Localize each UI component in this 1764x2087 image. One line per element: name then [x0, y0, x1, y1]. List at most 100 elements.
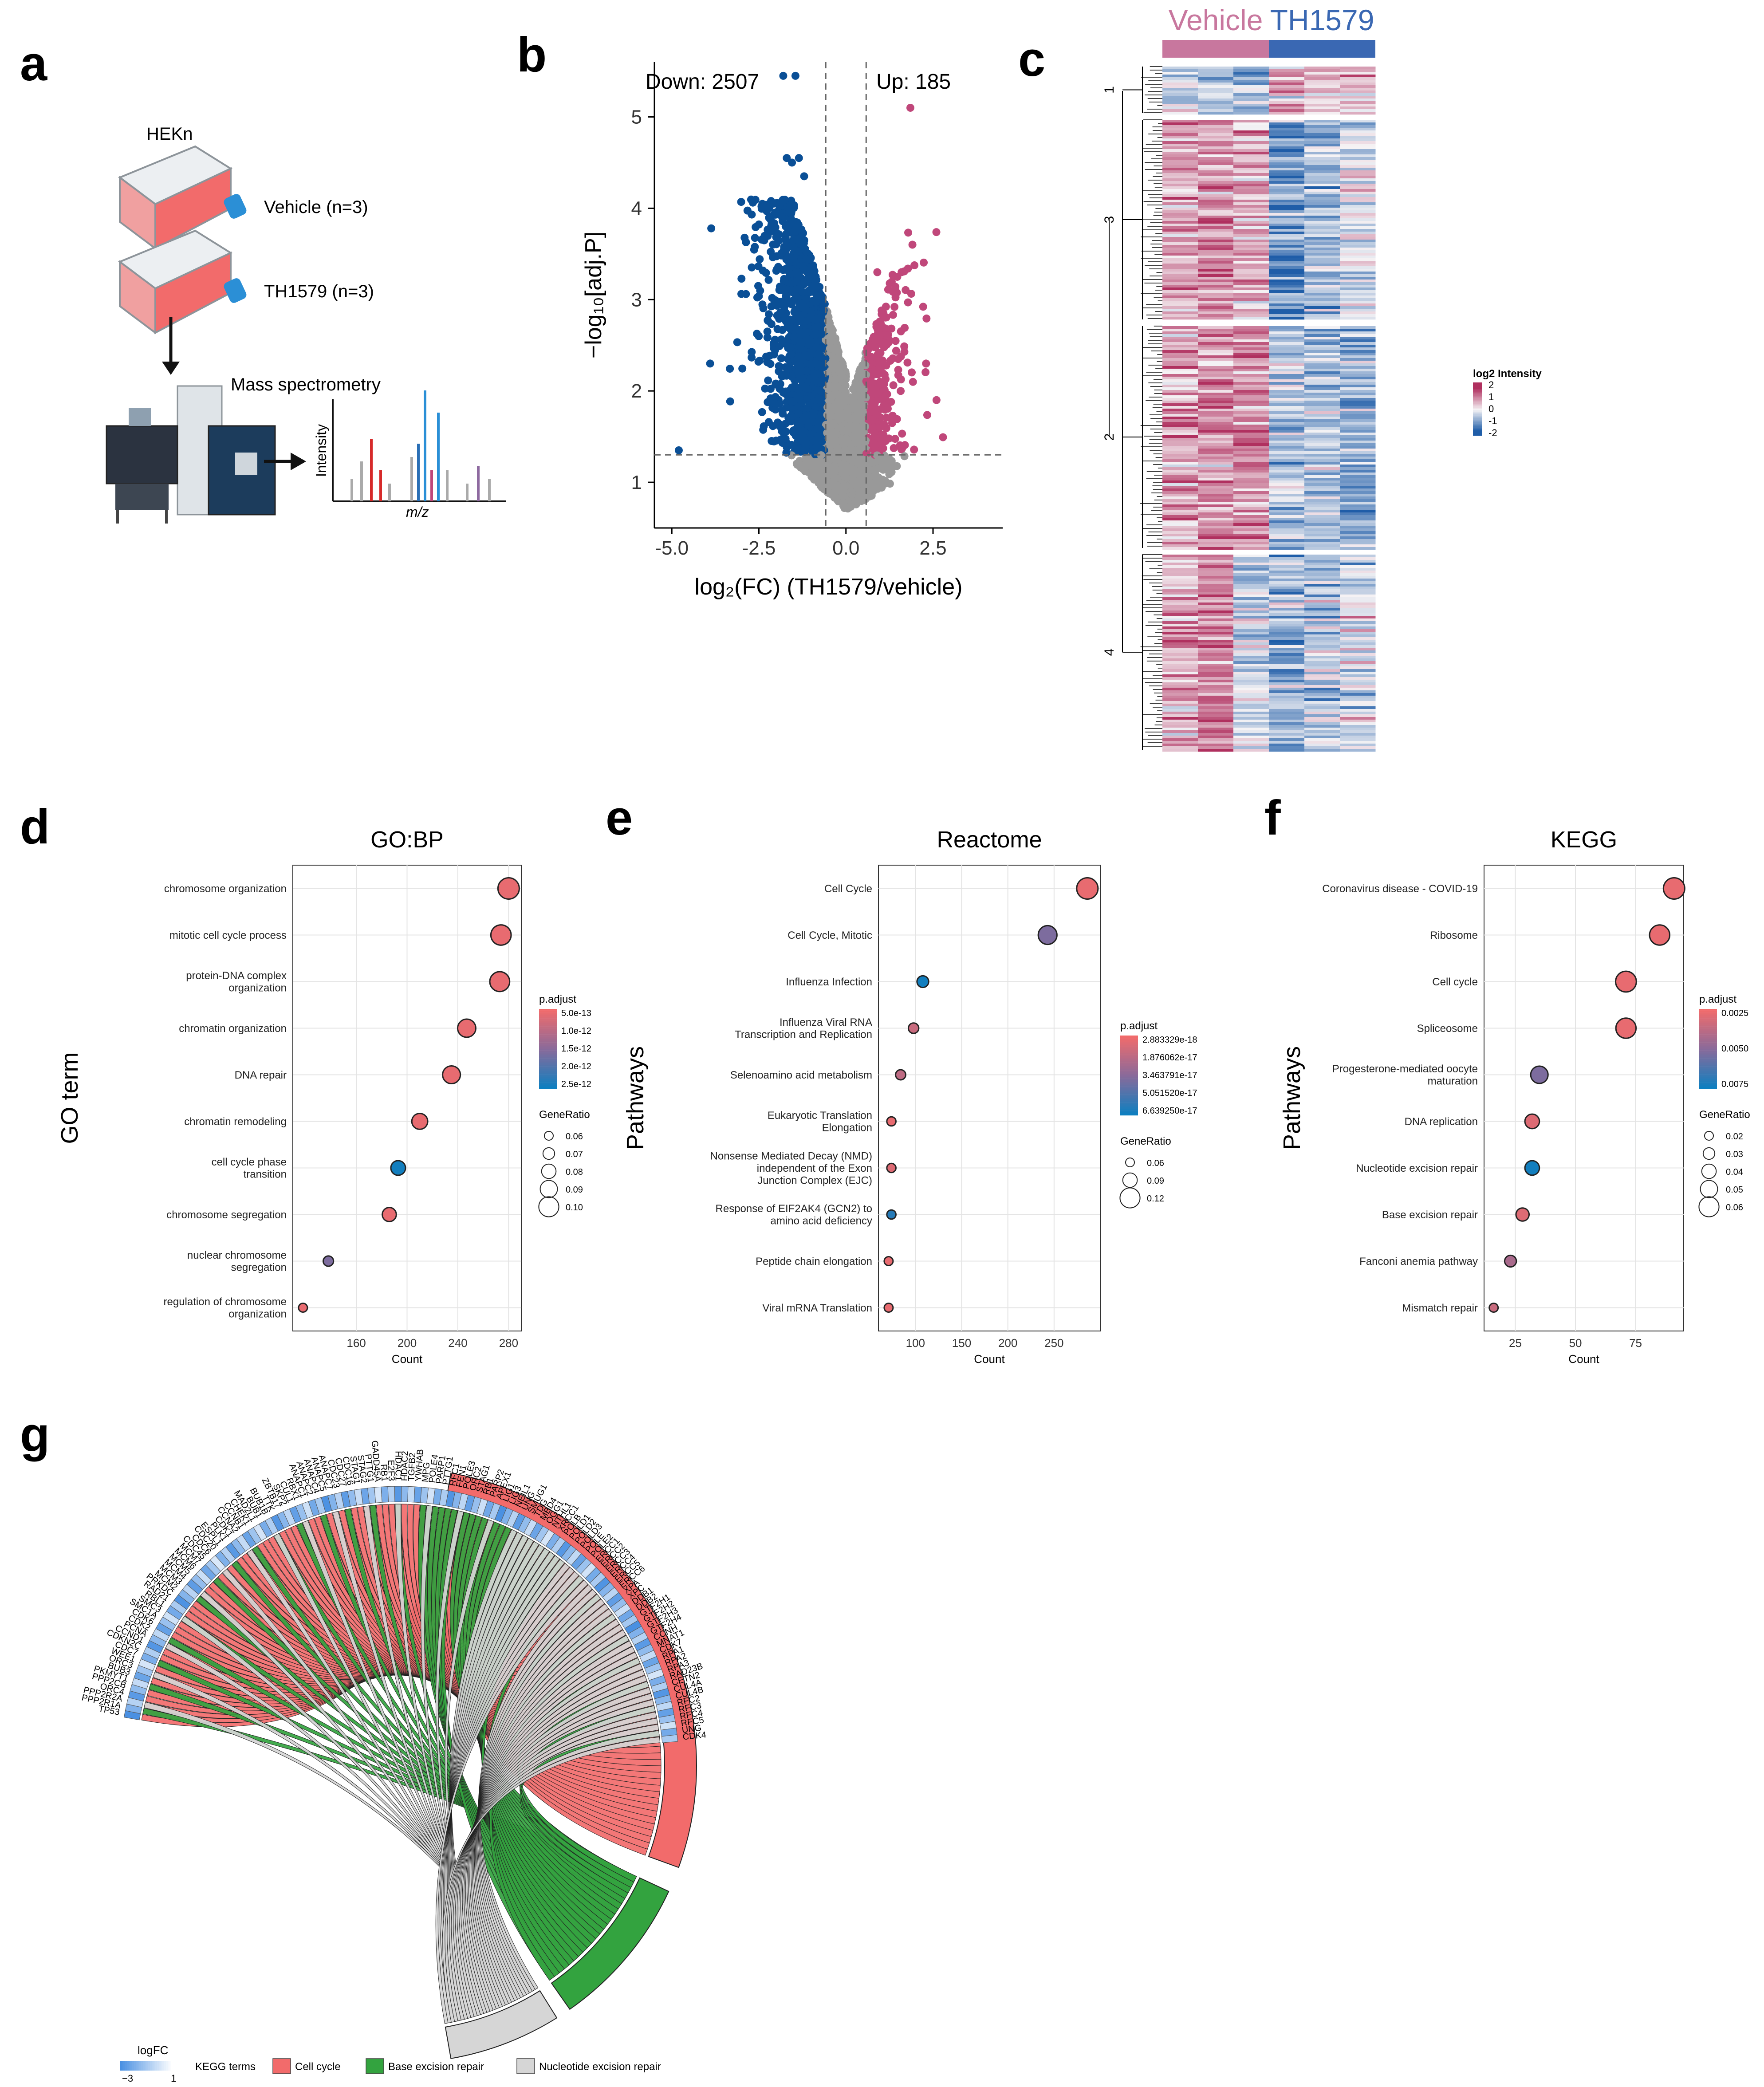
heatmap-cell [1198, 693, 1234, 696]
heatmap-cell [1198, 486, 1234, 489]
heatmap-cell [1198, 401, 1234, 404]
heatmap-cell [1198, 264, 1234, 267]
volcano-point [793, 461, 801, 469]
heatmap-cell [1269, 377, 1305, 380]
volcano-point [785, 205, 793, 213]
heatmap-cell [1198, 393, 1234, 396]
heatmap-cell [1304, 610, 1340, 614]
volcano-point [807, 347, 816, 356]
heatmap-cell [1162, 379, 1198, 382]
heatmap-cell [1340, 165, 1376, 168]
volcano-point [901, 323, 909, 332]
heatmap-cell [1233, 685, 1269, 688]
heatmap-cell [1233, 714, 1269, 717]
heatmap-cell [1340, 669, 1376, 672]
heatmap-cell [1233, 672, 1269, 675]
volcano-point [833, 354, 842, 362]
heatmap-cell [1340, 446, 1376, 449]
volcano-point [921, 368, 930, 376]
heatmap-cell [1269, 67, 1305, 70]
heatmap-cell [1269, 637, 1305, 640]
volcano-point [869, 439, 877, 447]
heatmap-cell [1340, 488, 1376, 492]
heatmap-cell [1304, 515, 1340, 518]
heatmap-cell [1269, 433, 1305, 436]
heatmap-cell [1304, 104, 1340, 107]
volcano-point [891, 435, 899, 443]
volcano-point [851, 429, 860, 437]
heatmap-cell [1162, 573, 1198, 576]
heatmap-cell [1304, 669, 1340, 672]
heatmap-cell [1233, 520, 1269, 524]
heatmap-cell [1269, 101, 1305, 104]
heatmap-cell [1233, 581, 1269, 584]
heatmap-cell [1162, 443, 1198, 446]
heatmap-cell [1269, 345, 1305, 348]
heatmap-cell [1162, 93, 1198, 96]
heatmap-cell [1162, 253, 1198, 256]
heatmap-cell [1233, 379, 1269, 382]
heatmap-cell [1162, 314, 1198, 317]
heatmap-cell [1233, 648, 1269, 651]
heatmap-cell [1198, 584, 1234, 587]
volcano-point [889, 354, 897, 362]
heatmap-cell [1269, 141, 1305, 144]
heatmap-cell [1198, 712, 1234, 715]
heatmap-cell [1233, 680, 1269, 683]
heatmap-cell [1269, 592, 1305, 595]
heatmap-legend-swatch [1473, 397, 1482, 399]
heatmap-cell [1233, 528, 1269, 532]
heatmap-vehicle-label: Vehicle [1169, 4, 1263, 36]
heatmap-cell [1340, 303, 1376, 307]
heatmap-cell [1198, 669, 1234, 672]
heatmap-cell [1340, 499, 1376, 502]
heatmap-cell [1340, 616, 1376, 619]
heatmap-cell [1269, 419, 1305, 422]
heatmap-cell [1233, 130, 1269, 134]
volcano-point [782, 427, 790, 436]
heatmap-cell [1162, 202, 1198, 205]
volcano-point [808, 465, 817, 473]
heatmap-cell [1198, 290, 1234, 293]
heatmap-cell [1304, 301, 1340, 304]
heatmap-cell [1304, 571, 1340, 574]
heatmap-cell [1162, 342, 1198, 345]
heatmap-cell [1340, 528, 1376, 532]
heatmap-cell [1269, 690, 1305, 693]
heatmap-cell [1304, 573, 1340, 576]
heatmap-cell [1198, 157, 1234, 160]
heatmap-cell [1162, 568, 1198, 571]
volcano-point [811, 331, 819, 339]
heatmap-cell [1269, 282, 1305, 285]
heatmap-cell [1233, 149, 1269, 152]
heatmap-cell [1269, 245, 1305, 248]
heatmap-cell [1269, 168, 1305, 171]
volcano-point [798, 299, 807, 308]
heatmap-cell [1340, 80, 1376, 83]
volcano-point [783, 154, 791, 162]
volcano-point [751, 243, 759, 251]
heatmap-cell [1233, 661, 1269, 664]
heatmap-cell [1304, 371, 1340, 374]
heatmap-cell [1340, 441, 1376, 444]
heatmap-cell [1198, 632, 1234, 635]
heatmap-cell [1198, 213, 1234, 216]
volcano-point [889, 311, 897, 319]
heatmap-cell [1198, 441, 1234, 444]
volcano-point [863, 469, 871, 477]
volcano-point [801, 467, 809, 476]
heatmap-cell [1269, 709, 1305, 712]
volcano-point [856, 473, 865, 482]
heatmap-cell [1162, 293, 1198, 296]
heatmap-cell [1198, 266, 1234, 269]
volcano-point [831, 493, 839, 502]
volcano-point [831, 441, 839, 449]
heatmap-cell [1162, 88, 1198, 91]
heatmap-cell [1233, 547, 1269, 550]
volcano-point [888, 271, 897, 279]
volcano-point [811, 473, 819, 482]
heatmap-cell [1340, 720, 1376, 723]
heatmap-cell [1340, 515, 1376, 518]
heatmap-cell [1304, 419, 1340, 422]
heatmap-cell [1198, 496, 1234, 500]
